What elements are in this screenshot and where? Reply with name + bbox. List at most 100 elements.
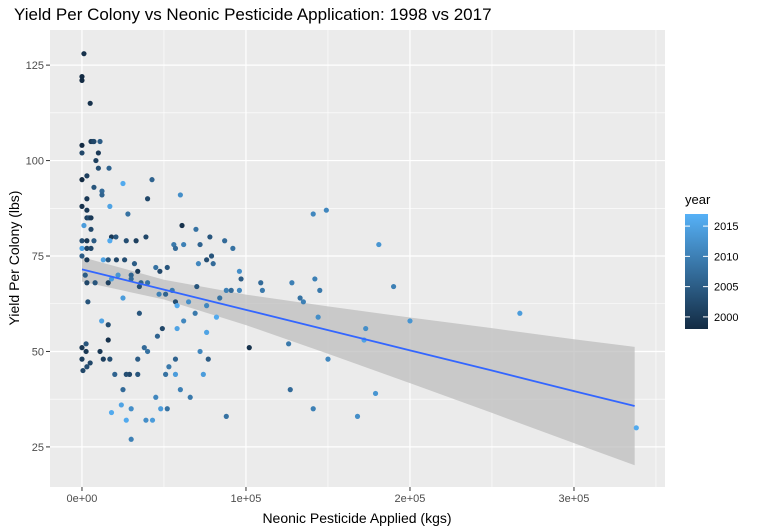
data-point (79, 77, 85, 83)
data-point (177, 387, 183, 393)
data-point (87, 100, 93, 106)
data-point (92, 280, 98, 286)
data-point (125, 211, 131, 217)
data-point (372, 390, 379, 397)
data-points (79, 51, 639, 442)
legend-title: year (685, 192, 711, 207)
data-point (141, 345, 147, 351)
data-point (197, 348, 203, 355)
data-point (79, 73, 85, 80)
data-point (192, 310, 198, 316)
x-tick-label: 0e+00 (67, 493, 98, 505)
data-point (149, 177, 155, 183)
data-point (107, 238, 113, 244)
data-point (317, 287, 323, 293)
data-point (157, 268, 163, 274)
data-point (105, 257, 111, 263)
data-point (204, 303, 210, 309)
legend-tick-label: 2005 (714, 282, 738, 294)
data-point (390, 283, 397, 290)
data-point (120, 387, 126, 393)
x-tick-label: 1e+05 (231, 493, 262, 505)
data-point (143, 234, 149, 240)
data-point (84, 196, 90, 202)
y-tick-label: 50 (32, 346, 44, 358)
data-point (115, 272, 121, 278)
data-point (83, 341, 89, 347)
data-point (194, 283, 200, 290)
data-point (236, 268, 243, 274)
data-point (79, 150, 85, 156)
legend-tick-label: 2000 (714, 312, 738, 324)
data-point (128, 406, 134, 412)
data-point (228, 287, 234, 293)
data-point (363, 325, 369, 332)
data-point (164, 406, 170, 412)
data-point (310, 406, 316, 412)
confidence-ribbon (81, 257, 635, 466)
data-point (159, 325, 165, 332)
y-axis-title: Yield Per Colony (lbs) (6, 191, 22, 326)
regression-line (81, 268, 635, 407)
data-point (172, 245, 179, 251)
data-point (131, 261, 138, 267)
data-point (517, 310, 523, 316)
data-point (172, 356, 179, 362)
data-point (213, 314, 220, 320)
data-point (84, 364, 90, 370)
data-point (143, 417, 149, 423)
data-point (153, 394, 159, 400)
data-point (197, 241, 203, 248)
data-point (99, 192, 105, 198)
color-legend: 2000 2005 2010 2015 (685, 214, 738, 329)
data-point (163, 291, 169, 297)
data-point (99, 188, 105, 194)
legend-tick-label: 2010 (714, 251, 738, 263)
data-point (312, 276, 318, 282)
x-tick-label: 3e+05 (559, 493, 590, 505)
data-point (107, 203, 113, 209)
data-point (136, 310, 142, 316)
data-point (112, 371, 118, 377)
y-tick-label: 125 (26, 60, 44, 72)
data-point (156, 291, 162, 297)
data-point (123, 371, 129, 377)
data-point (181, 241, 187, 248)
data-point (210, 261, 216, 267)
data-point (185, 299, 192, 305)
data-point (300, 299, 306, 305)
data-point (88, 215, 94, 221)
data-point (95, 165, 101, 171)
data-point (81, 222, 87, 229)
data-point (118, 402, 124, 408)
data-point (88, 245, 94, 251)
data-point (259, 287, 265, 293)
data-point (154, 333, 161, 339)
data-point (158, 406, 164, 412)
data-point (97, 138, 103, 145)
data-point (289, 280, 295, 286)
data-point (79, 203, 85, 209)
data-point (135, 268, 141, 274)
data-point (107, 356, 113, 362)
data-point (84, 207, 90, 213)
data-point (88, 226, 94, 232)
data-point (407, 318, 413, 324)
data-point (310, 211, 316, 217)
chart-title: Yield Per Colony vs Neonic Pesticide App… (14, 5, 492, 24)
y-tick-label: 75 (32, 251, 44, 263)
data-point (223, 413, 229, 419)
data-point (286, 341, 292, 347)
data-point (133, 238, 139, 244)
data-point (164, 264, 170, 271)
data-point (287, 387, 293, 393)
data-point (93, 157, 99, 164)
data-point (79, 345, 85, 351)
data-point (177, 192, 183, 198)
data-point (204, 257, 210, 263)
data-point (97, 348, 103, 355)
data-point (128, 436, 134, 442)
data-point (79, 177, 85, 183)
